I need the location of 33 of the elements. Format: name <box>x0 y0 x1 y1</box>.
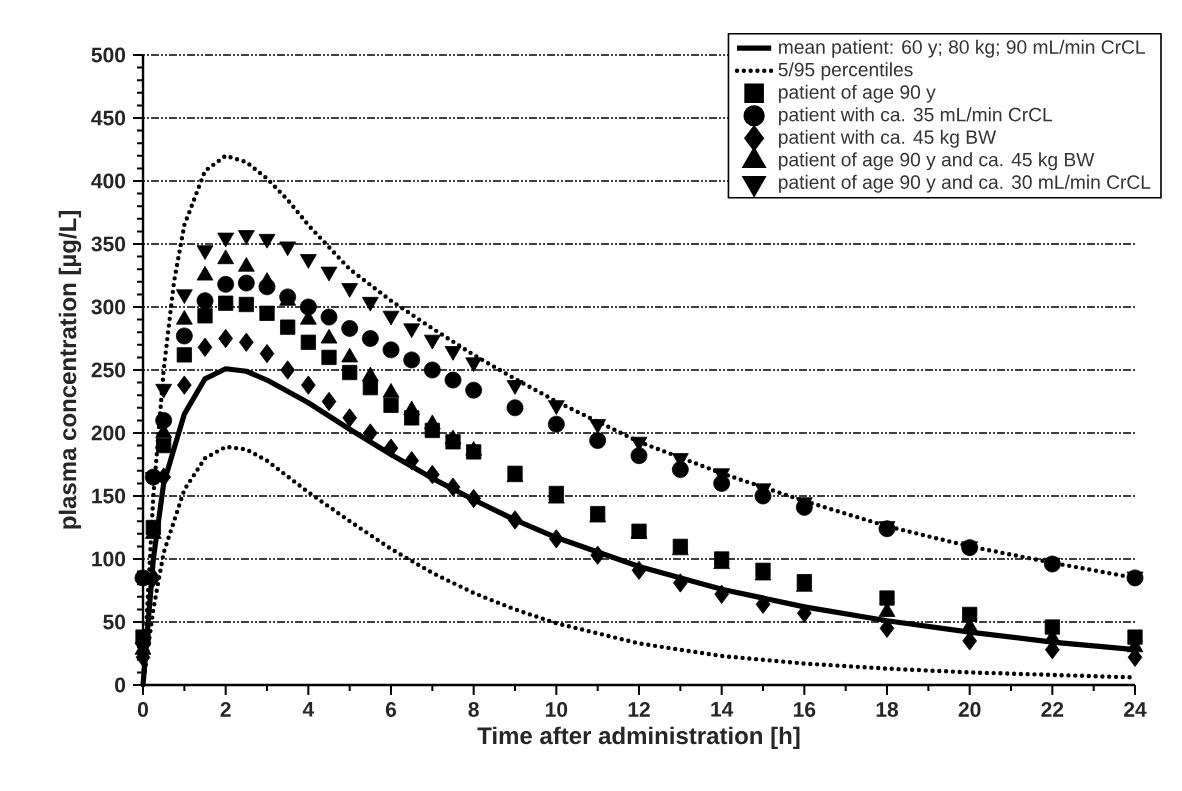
y-tick-label: 50 <box>103 614 126 630</box>
x-tick-label: 18 <box>876 702 899 717</box>
y-tick-label: 450 <box>91 110 126 126</box>
x-tick-label: 16 <box>793 702 816 717</box>
legend-label: patient of age 90 y and ca. 45 kg BW <box>779 152 1095 171</box>
y-tick-label: 500 <box>91 47 126 63</box>
y-tick-label: 300 <box>91 299 126 315</box>
y-tick-label: 400 <box>91 173 126 189</box>
x-tick-label: 22 <box>1041 702 1064 717</box>
y-tick-label: 100 <box>92 551 126 567</box>
x-axis-title: Time after administration [h] <box>477 726 800 750</box>
y-tick-label: 250 <box>91 362 126 378</box>
y-tick-label: 0 <box>115 677 126 693</box>
legend-label: mean patient: 60 y; 80 kg; 90 mL/min CrCL <box>779 39 1145 58</box>
legend-label: patient of age 90 y and ca. 30 mL/min CrCL <box>779 174 1151 193</box>
legend-label: patient of age 90 y <box>779 84 936 103</box>
y-tick-label: 150 <box>92 488 126 504</box>
x-tick-label: 6 <box>385 702 397 717</box>
x-tick-label: 24 <box>1124 702 1147 717</box>
x-tick-label: 20 <box>958 702 981 717</box>
x-tick-label: 0 <box>137 702 148 717</box>
y-tick-label: 350 <box>91 236 126 252</box>
x-tick-label: 2 <box>220 702 231 717</box>
x-tick-label: 10 <box>545 702 568 717</box>
x-tick-label: 4 <box>302 702 315 717</box>
x-tick-label: 14 <box>711 702 734 717</box>
y-axis-title: plasma concentration [µg/L] <box>58 211 82 529</box>
legend-label: 5/95 percentiles <box>778 62 913 81</box>
legend-label: patient with ca. 35 mL/min CrCL <box>779 107 1053 126</box>
x-tick-label: 12 <box>628 702 650 717</box>
x-tick-label: 8 <box>468 702 479 717</box>
y-tick-label: 200 <box>91 425 126 441</box>
legend-label: patient with ca. 45 kg BW <box>779 129 997 148</box>
